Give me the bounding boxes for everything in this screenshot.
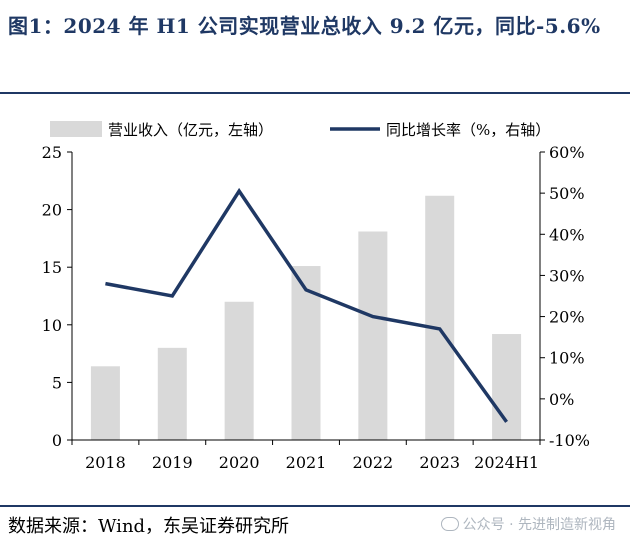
legend-bar-swatch [50, 121, 102, 137]
top-rule [0, 92, 630, 94]
combo-chart: 营业收入（亿元，左轴） 同比增长率（%，右轴） 0 5 10 15 20 25 -10% 0% 1… [42, 121, 590, 472]
bottom-rule [0, 505, 630, 507]
legend-line-label: 同比增长率（%，右轴） [386, 121, 550, 139]
watermark-text: 公众号 · 先进制造新视角 [462, 517, 616, 533]
chart-axes [67, 151, 545, 445]
left-tick-label: 20 [42, 201, 62, 220]
x-tick-label: 2023 [419, 453, 460, 472]
x-tick-label: 2021 [286, 453, 327, 472]
wechat-icon [440, 517, 459, 531]
left-tick-label: 5 [52, 373, 62, 392]
left-tick-label: 10 [42, 316, 62, 335]
right-tick-label: 0% [549, 390, 574, 409]
right-tick-label: 40% [549, 225, 585, 244]
left-tick-label: 25 [42, 143, 62, 162]
left-tick-label: 0 [52, 431, 62, 450]
right-tick-label: 20% [549, 308, 585, 327]
right-tick-label: 10% [549, 349, 585, 368]
chart-legend: 营业收入（亿元，左轴） 同比增长率（%，右轴） [50, 121, 550, 139]
figure-title: 图1：2024 年 H1 公司实现营业总收入 9.2 亿元，同比-5.6% [8, 14, 601, 38]
x-tick-label: 2024H1 [474, 453, 539, 472]
bar-2018 [90, 366, 120, 440]
bar-2019 [157, 347, 187, 440]
x-tick-label: 2018 [85, 453, 126, 472]
x-tick-label: 2019 [152, 453, 193, 472]
right-tick-label: 60% [549, 143, 585, 162]
right-tick-label: -10% [549, 431, 590, 450]
right-tick-label: 50% [549, 184, 585, 203]
tick-labels: 0 5 10 15 20 25 -10% 0% 10% 20% 30% 40% 50% 60% 2018 20… [42, 143, 590, 472]
bar-2020 [224, 301, 254, 440]
bar-2024H1 [492, 334, 522, 440]
right-tick-label: 30% [549, 266, 585, 285]
left-tick-label: 15 [42, 258, 62, 277]
bar-series [90, 195, 522, 440]
x-tick-label: 2022 [352, 453, 393, 472]
line-series [105, 187, 508, 423]
bar-2023 [425, 195, 455, 440]
x-tick-label: 2020 [219, 453, 260, 472]
watermark: 公众号 · 先进制造新视角 [440, 514, 616, 534]
legend-bar-label: 营业收入（亿元，左轴） [108, 121, 273, 139]
bar-2022 [358, 231, 388, 440]
source-note: 数据来源：Wind，东吴证券研究所 [8, 516, 290, 537]
